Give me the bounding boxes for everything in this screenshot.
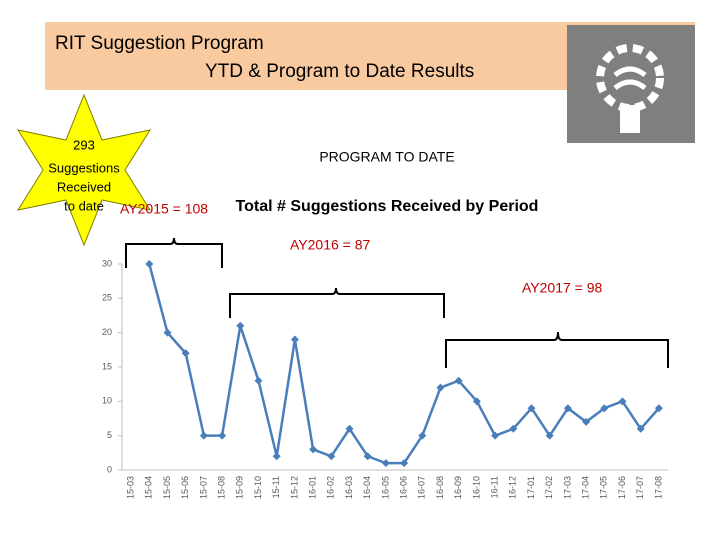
x-tick-label: 15-05 <box>162 476 172 499</box>
subtitle: PROGRAM TO DATE <box>319 149 454 165</box>
x-tick-label: 15-11 <box>271 476 281 498</box>
badge-text: 293 <box>73 137 95 152</box>
annotation: AY2015 = 108 <box>120 201 208 217</box>
point-marker <box>163 328 172 337</box>
point-marker <box>527 404 536 413</box>
point-marker <box>181 349 190 358</box>
badge-text: Received <box>57 179 111 194</box>
point-marker <box>636 424 645 433</box>
point-marker <box>545 431 554 440</box>
x-tick-label: 16-04 <box>362 476 372 499</box>
point-marker <box>491 431 500 440</box>
x-tick-label: 16-11 <box>489 476 499 498</box>
point-marker <box>582 417 591 426</box>
point-marker <box>327 452 336 461</box>
x-tick-label: 15-03 <box>125 476 135 499</box>
point-marker <box>509 424 518 433</box>
badge-star <box>16 93 152 247</box>
y-tick-label: 25 <box>102 293 112 303</box>
x-tick-label: 16-12 <box>508 476 518 499</box>
point-marker <box>654 404 663 413</box>
x-tick-label: 16-08 <box>435 476 445 499</box>
x-tick-label: 15-09 <box>235 476 245 499</box>
x-tick-label: 17-03 <box>562 476 572 499</box>
point-marker <box>272 452 281 461</box>
x-tick-label: 16-02 <box>326 476 336 499</box>
point-marker <box>436 383 445 392</box>
y-tick-label: 10 <box>102 396 112 406</box>
y-tick-label: 15 <box>102 361 112 371</box>
x-tick-label: 15-04 <box>144 476 154 499</box>
point-marker <box>254 376 263 385</box>
x-tick-label: 16-07 <box>417 476 427 499</box>
point-marker <box>381 459 390 468</box>
brackets <box>125 237 669 368</box>
point-marker <box>600 404 609 413</box>
x-tick-label: 17-07 <box>635 476 645 499</box>
x-tick-label: 17-06 <box>617 476 627 499</box>
point-marker <box>418 431 427 440</box>
x-tick-label: 15-12 <box>289 476 299 499</box>
point-marker <box>400 459 409 468</box>
point-marker <box>290 335 299 344</box>
point-marker <box>236 321 245 330</box>
annotation: AY2016 = 87 <box>290 237 371 253</box>
point-marker <box>309 445 318 454</box>
x-tick-label: 17-01 <box>526 476 536 499</box>
annotation: AY2017 = 98 <box>522 280 603 296</box>
point-marker <box>454 376 463 385</box>
y-tick-label: 5 <box>107 430 112 440</box>
point-marker <box>145 260 154 268</box>
chart-title: Total # Suggestions Received by Period <box>236 198 539 215</box>
y-tick-label: 20 <box>102 327 112 337</box>
x-tick-label: 15-06 <box>180 476 190 499</box>
x-tick-label: 16-06 <box>398 476 408 499</box>
x-tick-label: 16-09 <box>453 476 463 499</box>
badge-text: to date <box>64 198 104 213</box>
x-tick-label: 17-08 <box>653 476 663 499</box>
badge-text: Suggestions <box>48 160 120 175</box>
y-tick-label: 30 <box>102 258 112 268</box>
y-tick-label: 0 <box>107 464 112 474</box>
bulb-icon <box>567 25 695 143</box>
point-marker <box>563 404 572 413</box>
x-tick-label: 16-05 <box>380 476 390 499</box>
x-tick-label: 16-10 <box>471 476 481 499</box>
title-line: RIT Suggestion Program <box>55 33 264 54</box>
x-tick-label: 17-04 <box>580 476 590 499</box>
point-marker <box>363 452 372 461</box>
point-marker <box>199 431 208 440</box>
point-marker <box>618 397 627 406</box>
x-tick-label: 17-05 <box>599 476 609 499</box>
point-marker <box>472 397 481 406</box>
x-tick-label: 17-02 <box>544 476 554 499</box>
x-tick-label: 16-01 <box>307 476 317 499</box>
x-tick-label: 15-07 <box>198 476 208 499</box>
x-tick-label: 16-03 <box>344 476 354 499</box>
x-tick-label: 15-10 <box>253 476 263 499</box>
x-tick-label: 15-08 <box>216 476 226 499</box>
title-line: YTD & Program to Date Results <box>205 61 474 82</box>
point-marker <box>345 424 354 433</box>
point-marker <box>218 431 227 440</box>
